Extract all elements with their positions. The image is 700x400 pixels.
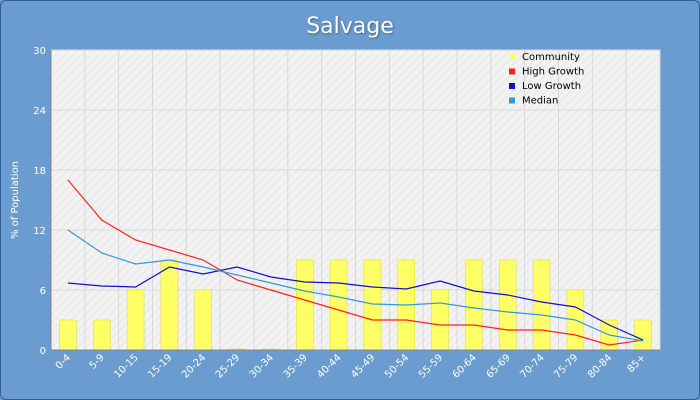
legend-swatch [509, 97, 515, 104]
x-tick-label: 15-19 [146, 352, 174, 380]
bar-20-24 [194, 289, 212, 351]
y-tick-label: 30 [33, 46, 46, 57]
x-tick-label: 75-79 [552, 352, 580, 380]
chart-title: Salvage [306, 14, 394, 39]
legend-label: High Growth [522, 67, 584, 78]
bar-15-19 [160, 259, 179, 351]
x-tick-label: 65-69 [485, 352, 513, 380]
series-line-low-growth [67, 266, 644, 341]
x-tick-label: 35-39 [282, 352, 310, 380]
bars [59, 259, 652, 351]
bar-55-59 [431, 289, 449, 351]
series-lines [67, 179, 644, 346]
x-tick-label: 70-74 [518, 352, 546, 380]
y-tick-label: 24 [33, 106, 46, 117]
x-tick-label: 25-29 [214, 352, 242, 380]
legend-swatch [509, 83, 515, 89]
x-tick-label: 85+ [625, 352, 648, 375]
series-line-median [67, 229, 644, 342]
bar-70-74 [532, 259, 551, 351]
legend-swatch [509, 54, 515, 60]
x-tick-label: 10-15 [112, 352, 140, 380]
bar-0-4 [59, 319, 77, 351]
bar-35-39 [296, 259, 314, 351]
legend-label: Low Growth [522, 81, 581, 92]
legend: Community High Growth Low Growth Median [509, 52, 584, 107]
x-tick-label: 80-84 [586, 352, 614, 380]
y-tick-label: 18 [33, 166, 46, 177]
bar-10-15 [126, 289, 145, 351]
x-tick-label: 30-34 [248, 352, 276, 380]
x-tick-label: 45-49 [349, 352, 377, 380]
x-tick-label: 40-44 [315, 352, 343, 380]
x-tick-label: 20-24 [180, 352, 208, 380]
bar-60-64 [465, 259, 483, 351]
x-tick-label: 0-4 [54, 352, 73, 371]
legend-label: Median [522, 96, 558, 107]
bar-40-44 [329, 259, 348, 351]
bar-45-49 [363, 259, 382, 351]
bar-85+ [634, 319, 652, 351]
y-tick-label: 6 [40, 286, 46, 297]
bar-65-69 [499, 259, 517, 351]
bar-5-9 [93, 319, 111, 351]
legend-label: Community [522, 52, 580, 63]
x-tick-label: 60-64 [451, 352, 479, 380]
legend-swatch [509, 68, 515, 75]
x-tick-label: 5-9 [88, 352, 107, 371]
series-line-high-growth [67, 179, 644, 346]
y-axis-label: % of Population [10, 161, 21, 239]
y-tick-label: 12 [33, 226, 46, 237]
x-tick-label: 50-54 [383, 352, 411, 380]
x-tick-label: 55-59 [417, 352, 445, 380]
y-tick-label: 0 [40, 346, 46, 357]
